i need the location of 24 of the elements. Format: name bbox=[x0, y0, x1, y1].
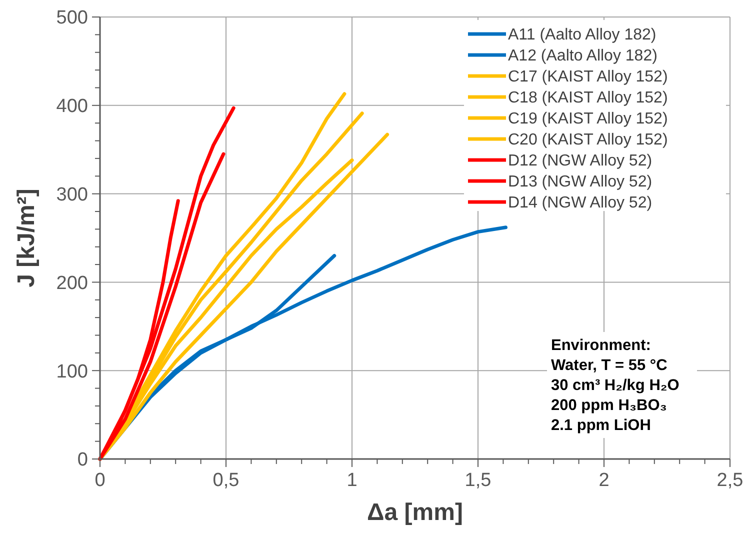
y-tick-label: 100 bbox=[56, 361, 88, 382]
legend-label: A11 (Aalto Alloy 182) bbox=[508, 26, 656, 44]
legend-label: A12 (Aalto Alloy 182) bbox=[508, 48, 658, 65]
x-tick-label: 1 bbox=[346, 470, 358, 491]
x-tick-label: 2,5 bbox=[716, 470, 744, 491]
x-tick-label: 0 bbox=[94, 470, 106, 491]
annotation: Environment: Water, T = 55 °C 30 cm³ H₂/kg H₂O 200 ppm H₃BO₃ 2.1 ppm LiOH bbox=[551, 337, 680, 434]
y-tick-label: 300 bbox=[56, 184, 88, 206]
legend-label: D14 (NGW Alloy 52) bbox=[508, 194, 652, 212]
legend-label: D13 (NGW Alloy 52) bbox=[508, 174, 652, 191]
y-tick-label: 500 bbox=[56, 8, 88, 29]
x-tick-label: 0,5 bbox=[212, 470, 240, 491]
legend-label: C20 (KAIST Alloy 152) bbox=[508, 132, 668, 149]
y-tick-label: 0 bbox=[77, 450, 88, 471]
y-tick-label: 200 bbox=[56, 272, 88, 294]
x-tick-label: 1,5 bbox=[464, 470, 492, 491]
y-tick-label: 400 bbox=[56, 96, 88, 118]
legend-label: C17 (KAIST Alloy 152) bbox=[508, 68, 668, 86]
x-axis-title: Δa [mm] bbox=[367, 499, 463, 526]
y-axis-title: J [kJ/m²] bbox=[13, 188, 40, 288]
x-tick-label: 2 bbox=[598, 470, 610, 491]
legend-label: D12 (NGW Alloy 52) bbox=[508, 152, 652, 170]
legend-label: C18 (KAIST Alloy 152) bbox=[508, 90, 668, 107]
legend-label: C19 (KAIST Alloy 152) bbox=[508, 110, 668, 128]
